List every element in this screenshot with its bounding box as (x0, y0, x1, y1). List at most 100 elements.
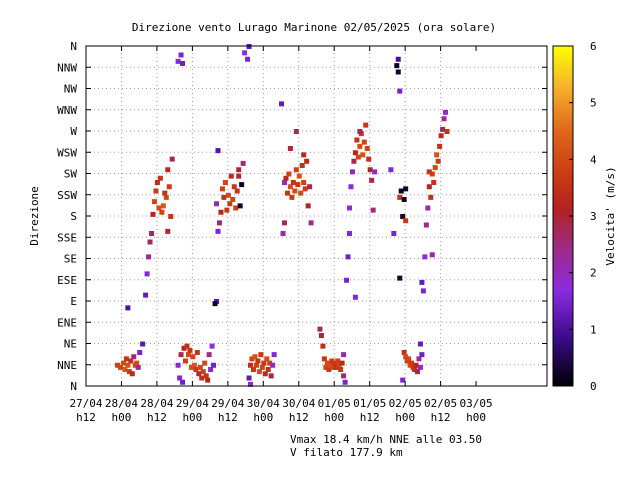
data-point (178, 52, 184, 58)
data-point (444, 129, 450, 134)
data-point (335, 358, 341, 364)
data-point (264, 356, 270, 362)
data-point (224, 207, 230, 213)
data-point (440, 126, 446, 132)
data-point (403, 186, 409, 192)
data-point (129, 371, 135, 377)
data-point (187, 347, 193, 353)
data-point (339, 360, 345, 366)
data-points (115, 44, 450, 387)
data-point (305, 203, 311, 209)
data-point (184, 343, 190, 349)
data-point (123, 356, 129, 362)
y-tick-label: N (70, 380, 77, 393)
x-tick-label-date: 28/04 (140, 397, 173, 410)
data-point (323, 364, 329, 370)
data-point (180, 61, 186, 66)
data-point (401, 350, 407, 355)
data-point (199, 375, 205, 381)
y-tick-label: E (70, 295, 77, 308)
data-point (117, 364, 123, 370)
data-point (150, 211, 156, 217)
data-point (290, 180, 296, 185)
x-tick-label-hour: h12 (147, 411, 167, 424)
data-point (222, 180, 228, 185)
data-point (293, 167, 299, 173)
data-point (137, 350, 143, 355)
data-point (202, 360, 208, 366)
x-tick-label-date: 30/04 (247, 397, 280, 410)
data-point (347, 205, 353, 211)
data-point (154, 180, 160, 185)
data-point (185, 352, 191, 358)
data-point (330, 364, 336, 370)
data-point (248, 362, 254, 368)
data-point (206, 352, 212, 358)
data-point (441, 116, 447, 122)
x-tick-label-hour: h12 (360, 411, 380, 424)
x-tick-label-date: 28/04 (105, 397, 138, 410)
data-point (240, 160, 246, 166)
data-point (349, 169, 355, 175)
data-point (209, 343, 215, 349)
data-point (438, 133, 444, 139)
data-point (219, 186, 225, 192)
x-tick-label-date: 27/04 (69, 397, 102, 410)
data-point (298, 190, 304, 196)
data-point (146, 254, 152, 260)
data-point (131, 354, 137, 360)
colorbar-ticks: 0 1 2 3 4 5 6 (569, 40, 597, 393)
data-point (397, 275, 403, 281)
data-point (432, 165, 438, 171)
data-point (200, 369, 206, 375)
data-point (304, 158, 310, 164)
data-point (231, 184, 237, 190)
data-point (236, 167, 242, 173)
data-point (318, 333, 324, 338)
data-point (395, 56, 401, 62)
data-point (143, 292, 149, 298)
data-point (250, 367, 256, 372)
data-point (336, 362, 342, 368)
data-point (134, 360, 140, 366)
data-point (215, 148, 221, 154)
data-point (221, 194, 227, 200)
data-point (120, 360, 126, 366)
data-point (425, 205, 431, 211)
x-tick-label-date: 30/04 (282, 397, 315, 410)
data-point (434, 152, 440, 158)
data-point (367, 167, 373, 173)
data-point (279, 101, 285, 107)
y-tick-label: SW (64, 168, 78, 181)
data-point (268, 373, 274, 379)
data-point (147, 239, 153, 245)
data-point (140, 341, 146, 347)
data-point (443, 109, 449, 115)
vmax-note: Vmax 18.4 km/h NNE alle 03.50 (290, 433, 482, 446)
data-point (301, 180, 307, 185)
data-point (287, 146, 293, 151)
data-point (252, 354, 258, 360)
x-tick-label-hour: h00 (466, 411, 486, 424)
y-axis-ticks: N NNE NE ENE E ESE SE SSE S SSW SW WSW W WNW NW NNW N (57, 40, 547, 393)
data-point (258, 352, 264, 358)
data-point (326, 367, 332, 372)
data-point (400, 377, 406, 383)
data-point (354, 137, 360, 143)
data-point (413, 362, 419, 368)
y-tick-label: NE (64, 338, 77, 351)
data-point (190, 354, 196, 360)
data-point (128, 358, 134, 364)
data-point (388, 167, 394, 173)
data-point (295, 182, 301, 188)
data-point (163, 194, 169, 200)
data-point (422, 254, 428, 260)
x-tick-label-date: 01/05 (318, 397, 351, 410)
data-point (397, 88, 403, 94)
data-point (237, 203, 243, 209)
data-point (149, 231, 155, 236)
data-point (345, 254, 351, 260)
data-point (406, 356, 412, 362)
data-point (194, 350, 200, 355)
data-point (153, 188, 159, 194)
